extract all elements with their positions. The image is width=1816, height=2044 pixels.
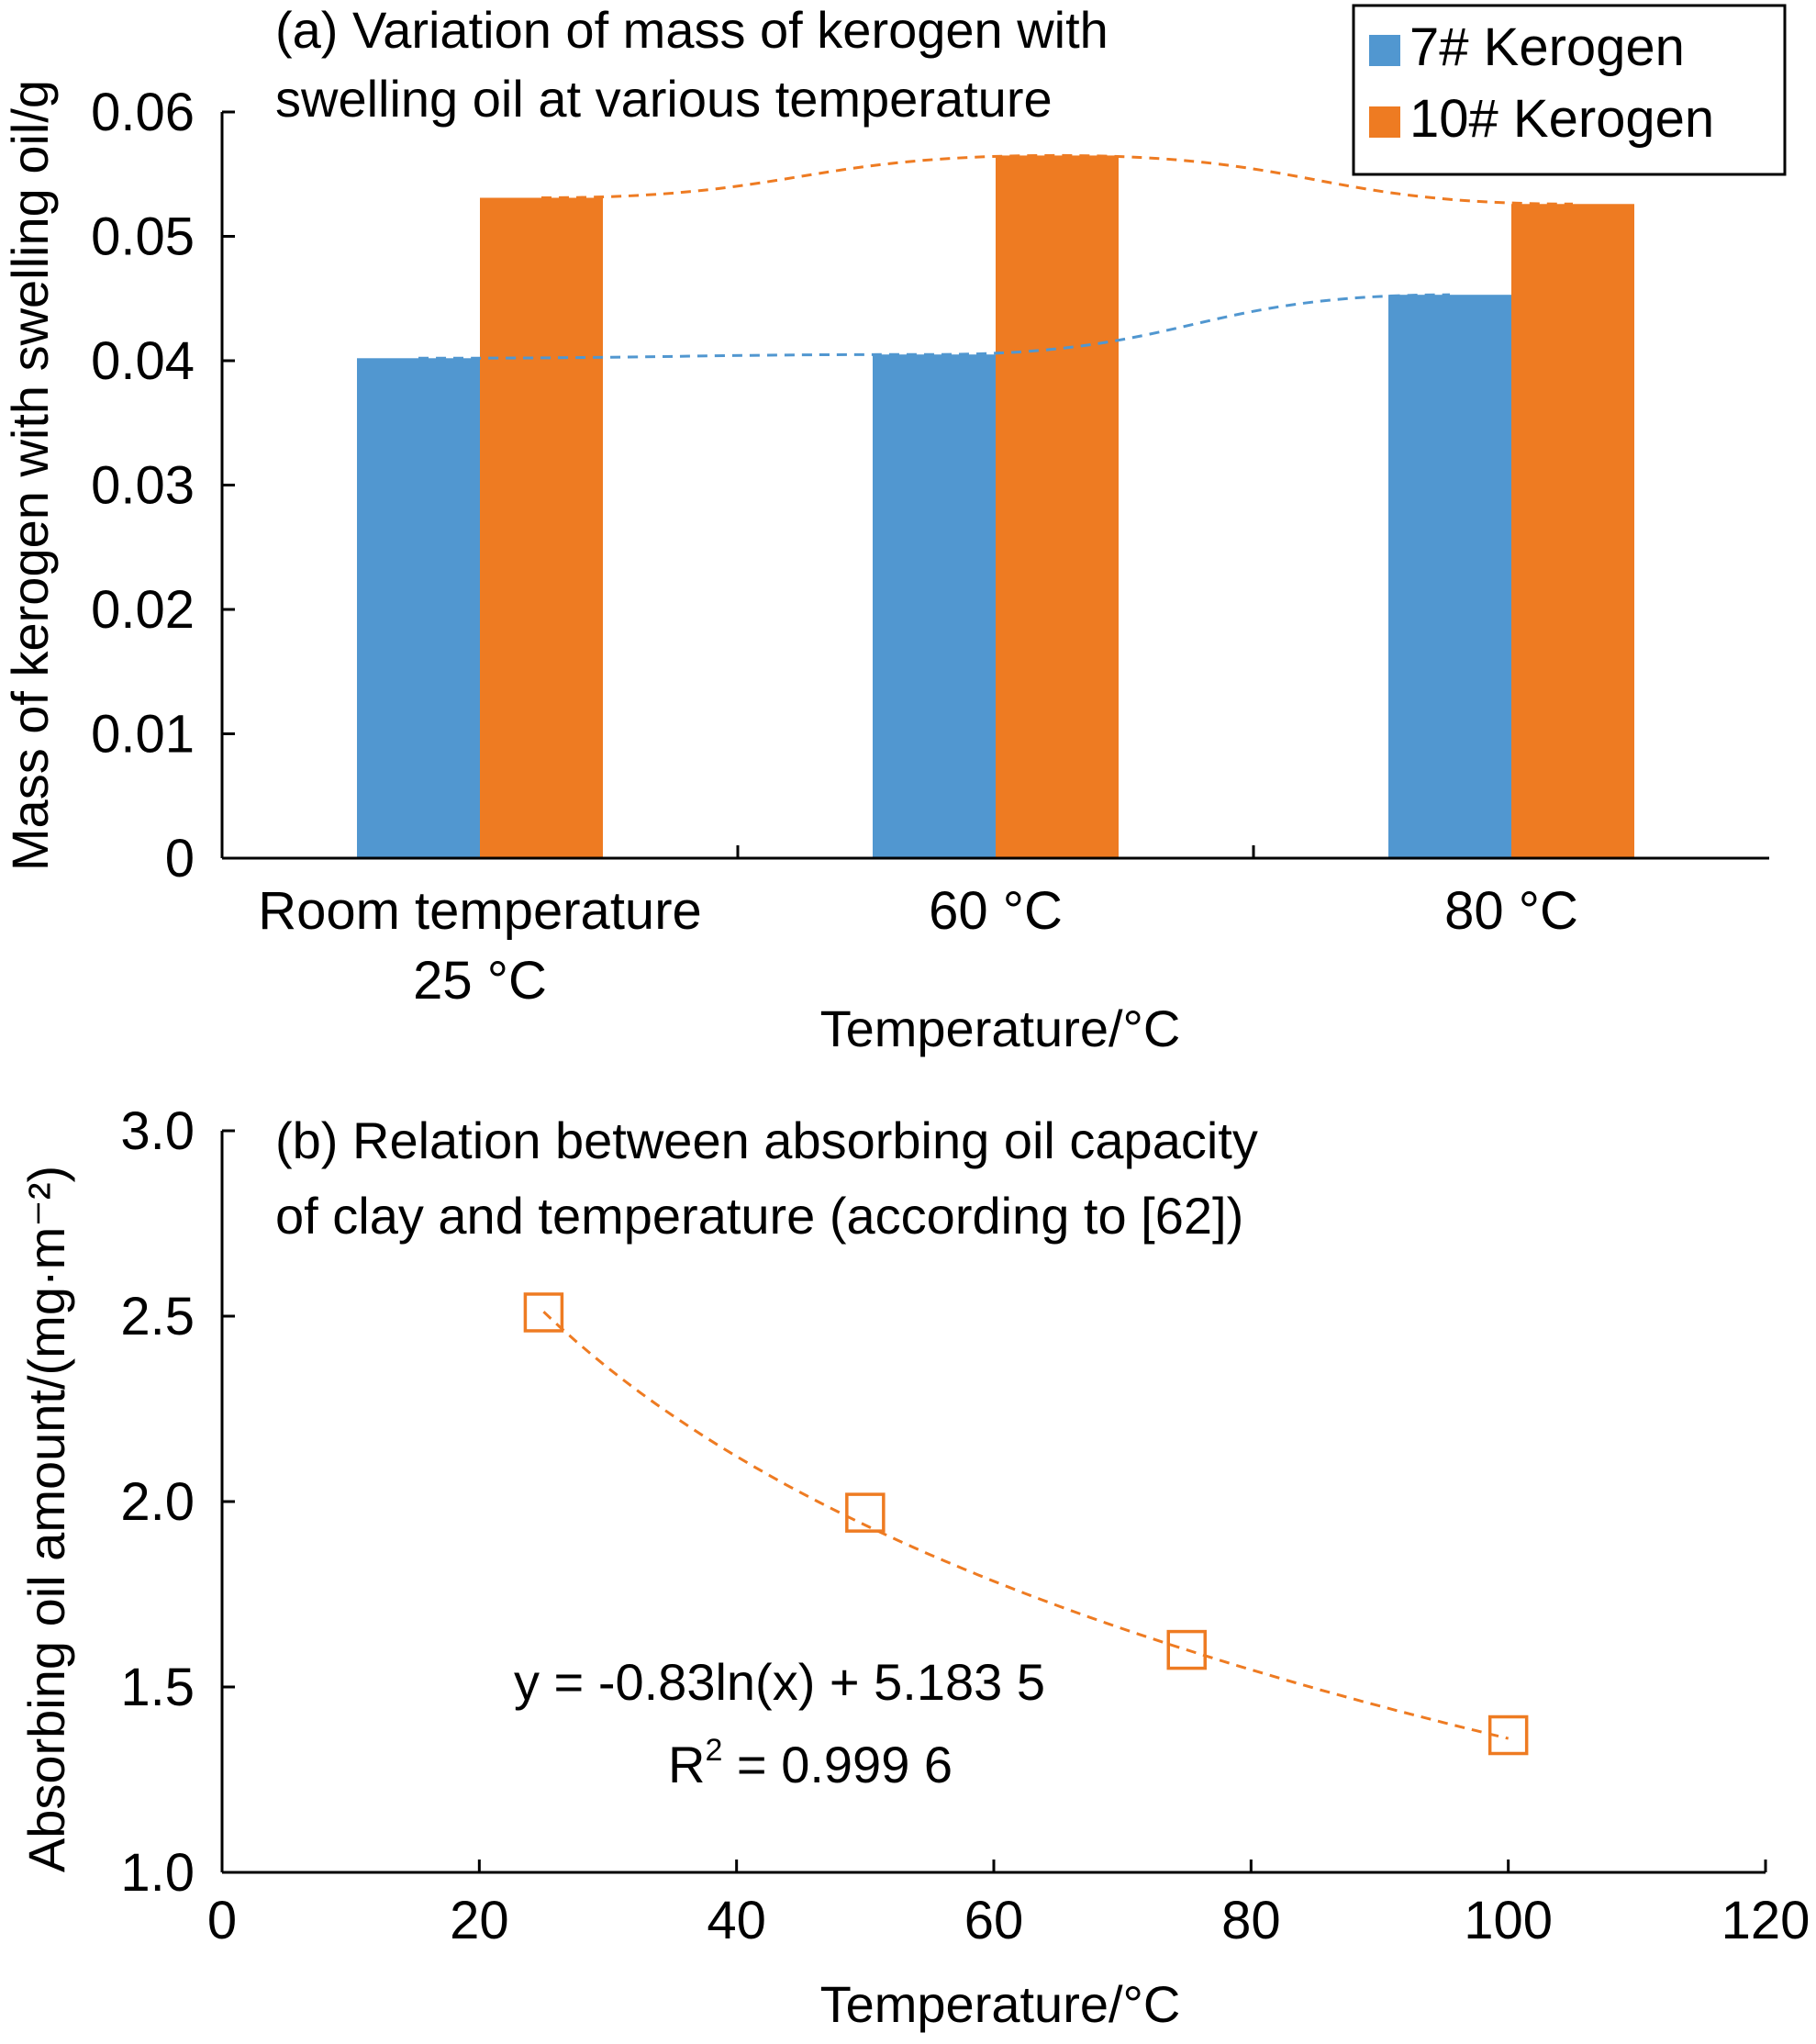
fit-equation: y = -0.83ln(x) + 5.183 5 <box>514 1653 1045 1711</box>
fit-curve <box>542 1311 1510 1740</box>
bar <box>873 354 996 859</box>
panel-b-points <box>523 1292 1529 1756</box>
x-tick-label-line2: 25 °C <box>413 951 547 1011</box>
panel-a-legend: 7# Kerogen 10# Kerogen <box>1352 4 1787 176</box>
x-tick-label: 20 <box>450 1891 509 1950</box>
bar <box>1388 295 1511 858</box>
data-point <box>845 1492 886 1533</box>
y-tick-label: 2.0 <box>120 1472 195 1532</box>
y-tick-label: 1.0 <box>120 1843 195 1903</box>
panel-b-title-line1: (b) Relation between absorbing oil capac… <box>275 1111 1258 1169</box>
legend-swatch <box>1369 35 1400 66</box>
panel-a-bar-chart: 0 0.01 0.02 0.03 0.04 0.05 0.06 Room temperatur… <box>1 1 1787 1057</box>
x-tick-label: 80 <box>1221 1891 1281 1950</box>
y-tick-label: 0 <box>165 829 195 888</box>
x-tick-label: 60 <box>964 1891 1024 1950</box>
panel-a-title-line2: swelling oil at various temperature <box>275 70 1053 128</box>
y-tick-label: 0.04 <box>91 331 195 391</box>
panel-a-y-axis-title: Mass of kerogen with swelling oil/g <box>1 80 59 871</box>
y-tick-label: 3.0 <box>120 1101 195 1161</box>
x-tick-label: 0 <box>207 1891 237 1950</box>
bar <box>1511 204 1634 858</box>
panel-b-y-axis-title: Absorbing oil amount/(mg·m⁻²) <box>17 1166 75 1872</box>
x-tick-label: 40 <box>707 1891 766 1950</box>
x-tick-label: 60 °C <box>929 881 1063 941</box>
panel-b-x-axis-title: Temperature/°C <box>820 1975 1181 2033</box>
panel-b-ticks: 1.0 1.5 2.0 2.5 3.0 0 20 40 60 80 100 120 <box>120 1101 1810 1950</box>
x-tick-label: 120 <box>1721 1891 1810 1950</box>
data-point <box>1166 1629 1207 1670</box>
panel-a-x-axis-title: Temperature/°C <box>820 1000 1181 1057</box>
panel-a-trend-lines <box>418 153 1574 360</box>
bar <box>996 155 1119 859</box>
y-tick-label: 0.01 <box>91 705 195 765</box>
x-tick-label: Room temperature <box>258 881 702 941</box>
data-point <box>523 1292 564 1333</box>
panel-a-title-line1: (a) Variation of mass of kerogen with <box>275 1 1109 59</box>
y-tick-label: 1.5 <box>120 1658 195 1717</box>
legend-label: 7# Kerogen <box>1409 17 1685 77</box>
y-tick-label: 2.5 <box>120 1287 195 1346</box>
legend-frame <box>1352 4 1787 176</box>
trend-line <box>418 293 1451 360</box>
x-tick-label: 80 °C <box>1444 881 1578 941</box>
y-tick-label: 0.03 <box>91 456 195 516</box>
y-tick-label: 0.06 <box>91 83 195 142</box>
panel-b-title-line2: of clay and temperature (according to [6… <box>275 1187 1243 1245</box>
panel-a-ticks: 0 0.01 0.02 0.03 0.04 0.05 0.06 Room temperatur… <box>91 83 1578 1011</box>
y-tick-label: 0.02 <box>91 580 195 640</box>
r-squared: R2 = 0.999 6 <box>668 1733 953 1793</box>
panel-b-scatter-chart: 1.0 1.5 2.0 2.5 3.0 0 20 40 60 80 100 120 (b) Relat… <box>17 1101 1810 2033</box>
x-tick-label: 100 <box>1464 1891 1553 1950</box>
y-tick-label: 0.05 <box>91 207 195 267</box>
legend-swatch <box>1369 106 1400 138</box>
bar <box>480 197 603 858</box>
legend-label: 10# Kerogen <box>1409 89 1714 149</box>
data-point <box>1487 1715 1529 1756</box>
panel-a-bars <box>357 155 1634 859</box>
bar <box>357 358 480 858</box>
